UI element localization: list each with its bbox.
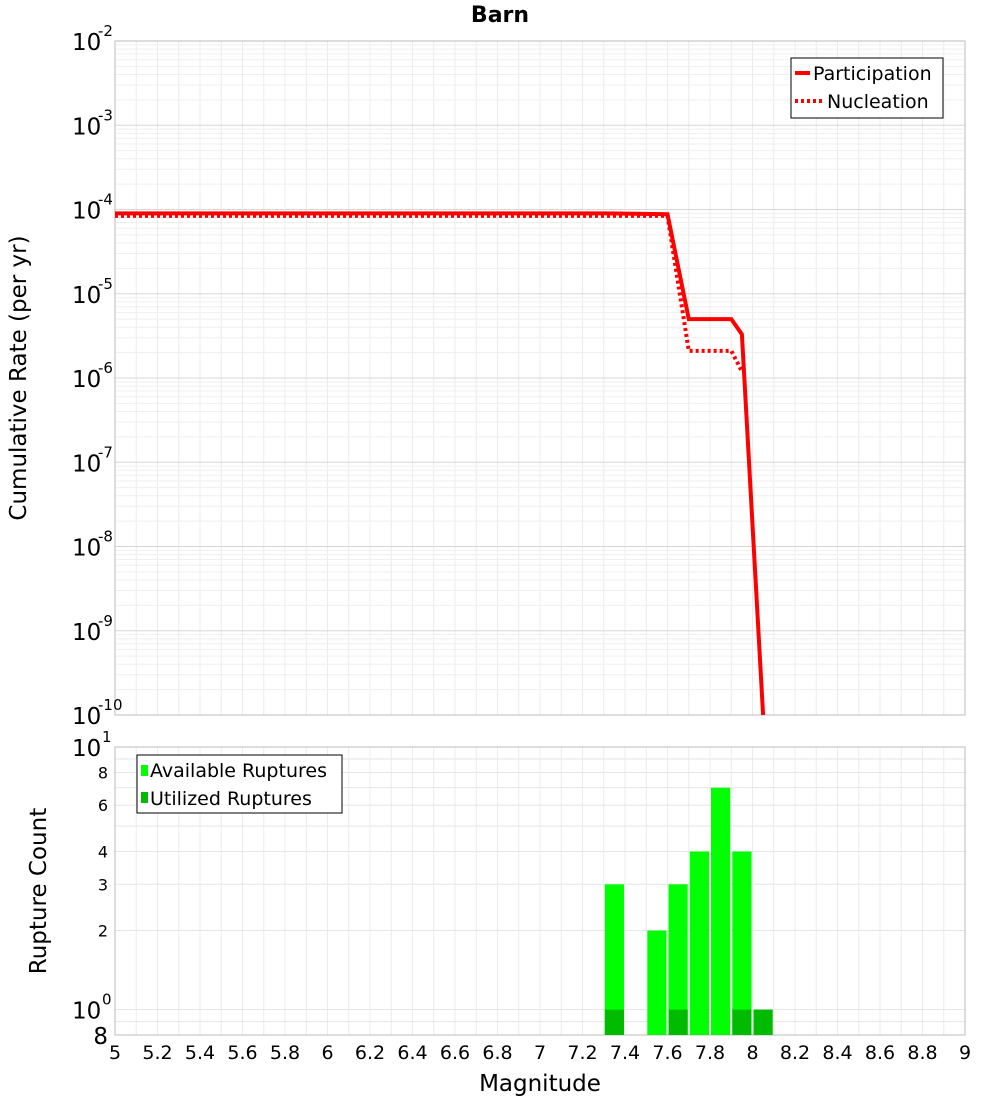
x-tick-label: 5.4 <box>185 1042 215 1064</box>
x-tick-label: 5.6 <box>227 1042 257 1064</box>
legend-utilized-swatch <box>141 792 148 803</box>
x-tick-label: 8 <box>746 1042 758 1064</box>
bottom-y-tick-label: 6 <box>98 796 108 815</box>
bottom-y-tick-label: 4 <box>98 842 108 861</box>
bottom-y-tick-label: 3 <box>98 875 108 894</box>
top-plot-frame <box>114 40 966 716</box>
available-rupture-bar <box>711 787 731 1035</box>
utilized-rupture-bar <box>668 1009 688 1035</box>
x-tick-label: 6.4 <box>397 1042 427 1064</box>
bottom-legend: Available Ruptures Utilized Ruptures <box>136 754 343 814</box>
x-tick-label: 7.8 <box>695 1042 725 1064</box>
x-tick-label: 5.8 <box>270 1042 300 1064</box>
top-y-tick-label: 10 <box>72 367 101 393</box>
top-legend-box <box>790 57 944 119</box>
top-gridlines <box>114 40 966 716</box>
legend-available-swatch <box>141 765 148 776</box>
top-y-tick-exponent: -2 <box>98 22 113 40</box>
top-y-tick-label: 10 <box>72 451 101 477</box>
x-tick-label: 9 <box>959 1042 971 1064</box>
x-tick-label: 7.2 <box>567 1042 597 1064</box>
available-rupture-bar <box>647 930 667 1035</box>
available-rupture-bar <box>732 851 752 1035</box>
legend-available-label: Available Ruptures <box>150 760 327 782</box>
top-y-tick-label: 10 <box>72 30 101 56</box>
top-y-tick-exponent: -10 <box>98 696 123 714</box>
x-axis-label: Magnitude <box>479 1071 601 1097</box>
bottom-y-axis-label: Rupture Count <box>26 808 52 974</box>
participation-line <box>115 211 766 716</box>
legend-nucleation-label: Nucleation <box>827 91 929 113</box>
bottom-y-tick-label: 2 <box>98 922 108 941</box>
utilized-rupture-bar <box>753 1009 773 1035</box>
x-tick-label: 5.2 <box>142 1042 172 1064</box>
top-y-tick-exponent: -5 <box>98 275 113 293</box>
top-y-tick-label: 10 <box>72 536 101 562</box>
x-tick-label: 7.4 <box>610 1042 640 1064</box>
x-tick-label: 6.2 <box>355 1042 385 1064</box>
top-y-tick-label: 10 <box>72 199 101 225</box>
top-y-tick-exponent: -4 <box>98 191 113 209</box>
top-y-tick-label: 10 <box>72 704 101 730</box>
top-y-axis-label: Cumulative Rate (per yr) <box>6 235 32 520</box>
available-rupture-bar <box>689 851 709 1035</box>
nucleation-line <box>115 213 744 373</box>
top-y-tick-label: 10 <box>72 114 101 140</box>
legend-utilized-label: Utilized Ruptures <box>150 788 312 810</box>
bottom-y-decade-label: 10 <box>72 736 101 762</box>
bottom-y-decade-exponent: 1 <box>102 728 112 746</box>
x-axis: 5 5.2 5.4 5.6 5.8 6 6.2 6.4 6.6 6.8 7 7.2 7.4 7.6 7.8 8… <box>109 1042 971 1064</box>
x-tick-label: 8.2 <box>780 1042 810 1064</box>
bottom-y-tick-label: 8 <box>98 763 108 782</box>
bottom-legend-box <box>136 754 343 814</box>
x-tick-label: 6 <box>321 1042 333 1064</box>
top-y-tick-exponent: -6 <box>98 359 113 377</box>
x-tick-label: 7.6 <box>652 1042 682 1064</box>
x-tick-label: 6.8 <box>482 1042 512 1064</box>
top-y-tick-exponent: -3 <box>98 106 113 124</box>
x-tick-label: 8.4 <box>822 1042 852 1064</box>
x-tick-label: 7 <box>534 1042 546 1064</box>
bottom-y-decade-exponent: 0 <box>102 991 112 1009</box>
available-rupture-bar <box>668 884 688 1035</box>
top-series <box>115 211 766 716</box>
bottom-bars <box>604 787 773 1035</box>
top-y-tick-exponent: -7 <box>98 443 113 461</box>
top-y-tick-label: 10 <box>72 620 101 646</box>
top-y-tick-exponent: -8 <box>98 528 113 546</box>
x-tick-label: 5 <box>109 1042 121 1064</box>
utilized-rupture-bar <box>732 1009 752 1035</box>
top-y-tick-exponent: -9 <box>98 612 113 630</box>
utilized-rupture-bar <box>604 1009 624 1035</box>
x-tick-label: 6.6 <box>440 1042 470 1064</box>
top-y-tick-label: 10 <box>72 283 101 309</box>
top-legend: Participation Nucleation <box>790 57 944 119</box>
chart-title: Barn <box>471 3 529 28</box>
top-y-axis: 10-210-310-410-510-610-710-810-910-10 <box>72 22 123 730</box>
available-rupture-bar <box>604 884 624 1035</box>
x-tick-label: 8.8 <box>907 1042 937 1064</box>
bottom-plot-frame <box>114 746 966 1036</box>
legend-participation-label: Participation <box>813 63 932 85</box>
bottom-y-tick-label: 8 <box>93 1024 108 1050</box>
bottom-y-decade-label: 10 <box>72 999 101 1025</box>
x-tick-label: 8.6 <box>865 1042 895 1064</box>
